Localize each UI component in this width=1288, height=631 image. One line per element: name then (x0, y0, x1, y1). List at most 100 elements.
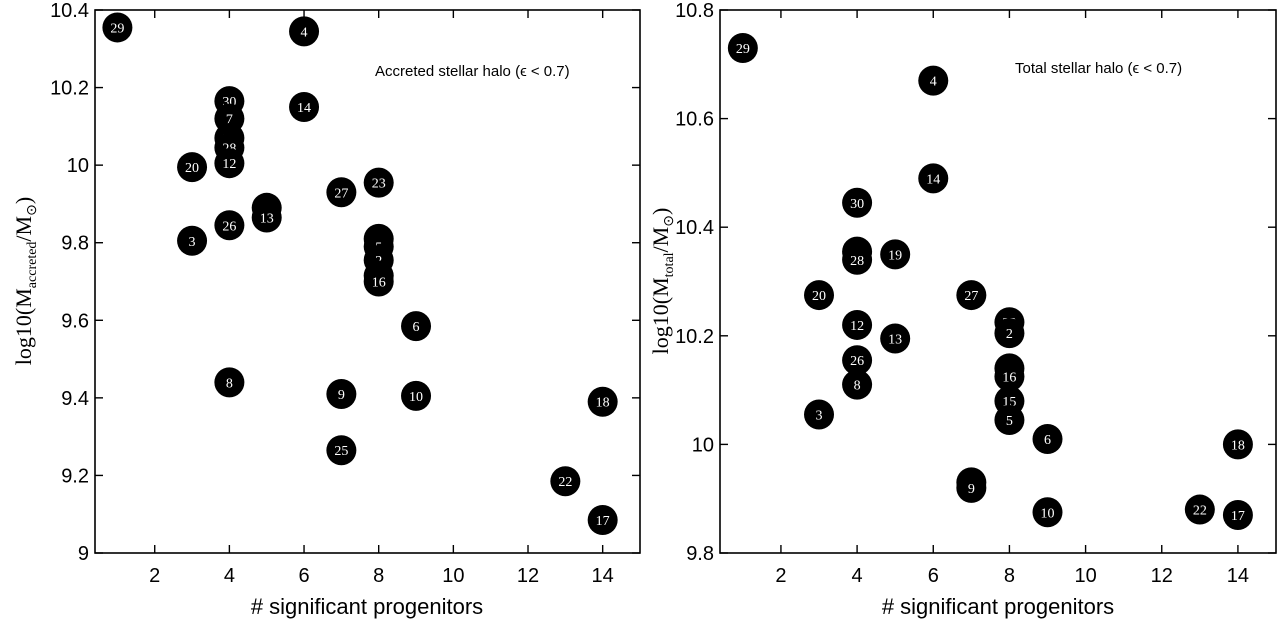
point-label: 28 (850, 254, 864, 269)
point-marker (994, 361, 1025, 392)
plot-frame-total (719, 9, 1277, 554)
x-tick-label: 2 (775, 565, 786, 587)
scatter-point: 4 (289, 16, 320, 47)
scatter-point: 10 (1032, 497, 1063, 528)
point-marker (1032, 497, 1063, 528)
scatter-point: 13 (880, 323, 911, 354)
scatter-point: 6 (1032, 423, 1063, 454)
y-axis-label-accreted: log10(Maccreted/M⊙) (11, 197, 40, 365)
point-label: 29 (736, 42, 750, 57)
annotation-total: Total stellar halo (ϵ < 0.7) (1015, 60, 1182, 77)
point-marker (842, 369, 873, 400)
point-label: 8 (854, 379, 861, 394)
point-label: 14 (926, 172, 940, 187)
scatter-point: 3 (177, 225, 208, 256)
point-marker (177, 225, 208, 256)
point-label: 17 (596, 514, 610, 529)
scatter-point: 30 (842, 187, 873, 218)
x-axis-label-total: # significant progenitors (882, 594, 1114, 619)
y-tick-label: 10.8 (675, 0, 714, 22)
x-tick-label: 14 (592, 565, 614, 587)
point-label: 18 (596, 396, 610, 411)
scatter-point: 14 (289, 91, 320, 122)
point-label: 16 (372, 276, 386, 291)
point-marker (251, 202, 282, 233)
scatter-point: 25 (326, 435, 357, 466)
scatter-point: 5 (994, 404, 1025, 435)
y-tick-label: 9 (78, 543, 89, 565)
scatter-point: 16 (994, 361, 1025, 392)
scatter-point: 8 (214, 367, 245, 398)
point-label: 30 (850, 197, 864, 212)
scatter-point: 26 (842, 345, 873, 376)
y-tick-label: 10.4 (675, 217, 714, 239)
point-label: 22 (558, 475, 572, 490)
point-label: 8 (226, 376, 233, 391)
point-label: 26 (850, 354, 864, 369)
point-marker (842, 187, 873, 218)
point-label: 9 (968, 482, 975, 497)
x-tick-label: 10 (1074, 565, 1096, 587)
scatter-point: 8 (842, 369, 873, 400)
point-marker (842, 244, 873, 275)
point-label: 3 (189, 235, 196, 250)
x-tick-label: 4 (224, 565, 235, 587)
point-label: 4 (301, 25, 308, 40)
point-marker (804, 399, 835, 430)
y-tick-label: 10.2 (675, 326, 714, 348)
point-label: 29 (110, 21, 124, 36)
scatter-point: 2 (994, 318, 1025, 349)
point-marker (102, 12, 133, 43)
plot-frame-accreted (94, 9, 641, 554)
scatter-point: 18 (587, 386, 618, 417)
point-marker (177, 152, 208, 183)
scatter-point: 3 (804, 399, 835, 430)
point-marker (214, 367, 245, 398)
point-label: 10 (409, 390, 423, 405)
scatter-point: 22 (1184, 494, 1215, 525)
point-label: 22 (1193, 504, 1207, 519)
point-label: 16 (1002, 371, 1016, 386)
point-marker (804, 280, 835, 311)
point-marker (880, 239, 911, 270)
point-marker (842, 345, 873, 376)
point-label: 6 (1044, 433, 1051, 448)
point-label: 17 (1231, 509, 1245, 524)
y-tick-label: 9.4 (61, 388, 89, 410)
point-marker (550, 466, 581, 497)
point-label: 2 (1006, 327, 1013, 342)
scatter-point: 28 (842, 244, 873, 275)
x-tick-label: 12 (1151, 565, 1173, 587)
point-marker (401, 311, 432, 342)
point-marker (363, 266, 394, 297)
point-label: 20 (812, 289, 826, 304)
x-tick-label: 4 (852, 565, 863, 587)
point-marker (289, 91, 320, 122)
point-marker (918, 163, 949, 194)
point-label: 23 (372, 177, 386, 192)
ticks-accreted: 2 4 6 8 10 12 14 9 9.2 9.4 9.6 9.8 10 10.2 10.4 (50, 0, 640, 587)
y-tick-label: 9.6 (61, 310, 89, 332)
scatter-point: 17 (1222, 499, 1253, 530)
scatter-point: 23 (363, 167, 394, 198)
y-tick-label: 10.4 (50, 0, 89, 22)
x-tick-label: 10 (442, 565, 464, 587)
y-axis-label-total: log10(Mtotal/M⊙) (648, 208, 677, 355)
scatter-point: 9 (956, 472, 987, 503)
x-tick-label: 6 (928, 565, 939, 587)
point-label: 27 (334, 186, 348, 201)
ticks-total: 2 4 6 8 10 12 14 9.8 10 10.2 10.4 10.6 10.8 (675, 0, 1276, 587)
point-marker (363, 167, 394, 198)
point-marker (956, 472, 987, 503)
scatter-point: 29 (727, 33, 758, 64)
scatter-point: 22 (550, 466, 581, 497)
scatter-point: 6 (401, 311, 432, 342)
y-tick-label: 9.8 (686, 543, 714, 565)
scatter-point: 27 (326, 177, 357, 208)
scatter-point: 18 (1222, 429, 1253, 460)
point-label: 20 (185, 161, 199, 176)
point-label: 12 (850, 319, 864, 334)
point-label: 13 (260, 212, 274, 227)
